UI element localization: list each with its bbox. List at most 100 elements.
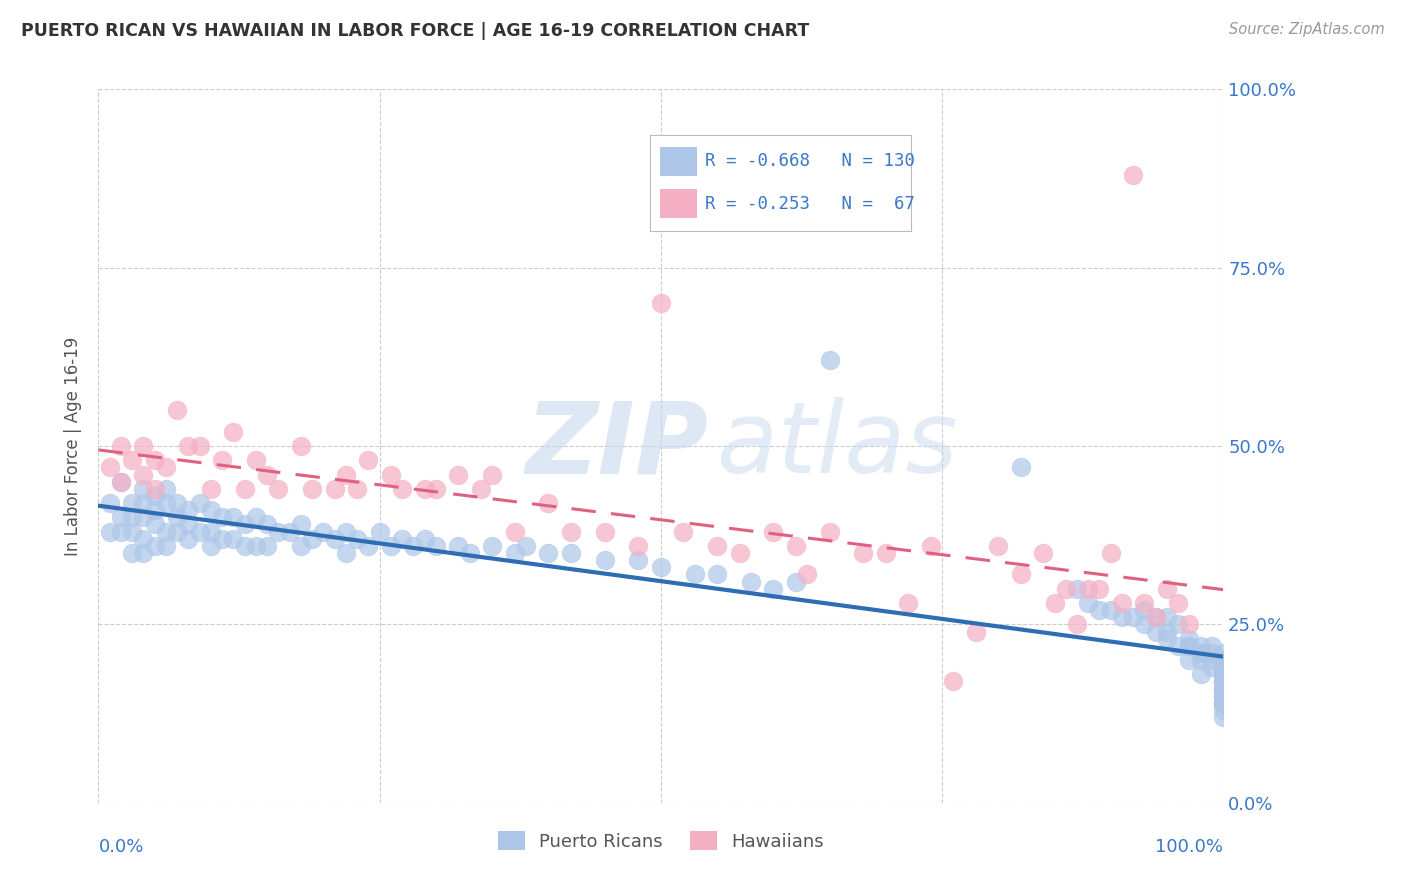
Point [1212,653,1234,667]
Point [166,403,188,417]
Point [1201,653,1223,667]
Point [267,524,290,539]
Point [1212,653,1234,667]
Point [143,482,166,496]
Point [762,524,785,539]
Point [200,539,222,553]
Point [1212,696,1234,710]
Point [110,524,132,539]
Point [537,496,560,510]
FancyBboxPatch shape [661,147,697,176]
Point [1133,596,1156,610]
Point [740,574,762,589]
Point [1156,582,1178,596]
Point [425,482,447,496]
Point [166,510,188,524]
Text: atlas: atlas [717,398,959,494]
Point [942,674,965,689]
Point [1088,582,1111,596]
Text: R = -0.668   N = 130: R = -0.668 N = 130 [704,153,915,170]
Point [368,524,391,539]
Point [1212,681,1234,696]
Point [166,524,188,539]
Point [1178,653,1201,667]
Point [132,546,155,560]
Point [413,482,436,496]
Point [897,596,920,610]
Point [1144,624,1167,639]
Point [1043,596,1066,610]
Point [245,453,267,467]
Point [132,510,155,524]
Point [1156,610,1178,624]
Point [627,553,650,567]
Point [98,524,121,539]
Point [920,539,942,553]
Point [1189,639,1212,653]
Point [121,546,143,560]
Point [380,467,402,482]
Point [1212,674,1234,689]
Point [515,539,537,553]
Point [1144,610,1167,624]
Text: 100.0%: 100.0% [1156,838,1223,856]
Point [1010,567,1032,582]
Point [155,460,177,475]
Point [1144,610,1167,624]
Point [1156,632,1178,646]
Point [143,489,166,503]
Point [458,546,481,560]
Point [1212,696,1234,710]
Point [796,567,818,582]
Point [143,517,166,532]
Point [110,475,132,489]
Point [1178,617,1201,632]
Point [1178,639,1201,653]
Point [200,482,222,496]
Point [1077,582,1099,596]
Point [785,539,807,553]
Point [222,425,245,439]
Point [245,539,267,553]
Point [987,539,1010,553]
Point [593,524,616,539]
Point [627,539,650,553]
Point [1212,689,1234,703]
Point [503,546,526,560]
Point [1201,639,1223,653]
Point [132,467,155,482]
Point [537,546,560,560]
Point [447,539,470,553]
Point [1032,546,1054,560]
Point [256,467,278,482]
Point [1122,610,1144,624]
Point [177,439,200,453]
Point [278,524,301,539]
Point [1212,710,1234,724]
Point [346,482,368,496]
Point [143,539,166,553]
Point [121,453,143,467]
Point [1111,610,1133,624]
Text: R = -0.253   N =  67: R = -0.253 N = 67 [704,194,915,213]
Point [200,503,222,517]
Point [245,510,267,524]
Point [233,482,256,496]
Point [155,482,177,496]
Point [312,524,335,539]
Point [121,510,143,524]
Point [447,467,470,482]
Point [1212,667,1234,681]
Point [1122,168,1144,182]
Point [188,524,211,539]
Point [132,532,155,546]
Point [1212,667,1234,681]
Point [357,453,380,467]
Point [785,574,807,589]
Point [413,532,436,546]
Point [1167,617,1189,632]
Point [818,524,841,539]
Point [1167,596,1189,610]
Point [1088,603,1111,617]
Point [1066,617,1088,632]
